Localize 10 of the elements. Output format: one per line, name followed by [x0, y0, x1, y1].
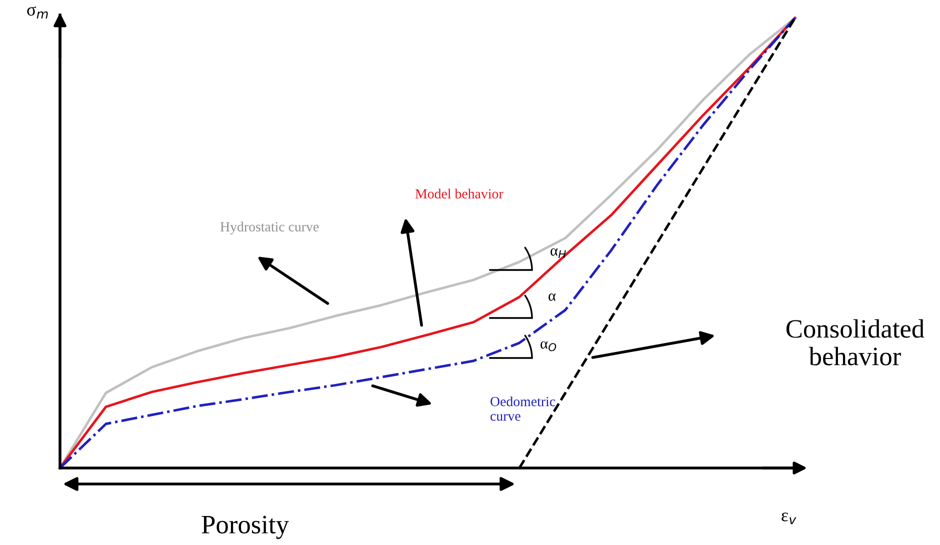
text: Porosity [202, 516, 289, 539]
annotation: α$_{O}$ [540, 341, 556, 352]
y-axis-title: σ$_{m}$ [27, 6, 48, 18]
annotation: α$_{H}$ [550, 248, 566, 258]
annotation: α [548, 293, 556, 301]
annotation: Oedometric curve [490, 396, 556, 421]
x-axis-title: ε$_{v}$ [782, 512, 796, 524]
annotation: Model behavior [415, 188, 504, 198]
annotation: Consolidated behavior [786, 319, 924, 366]
annotation: Hydrostatic curve [220, 222, 319, 234]
